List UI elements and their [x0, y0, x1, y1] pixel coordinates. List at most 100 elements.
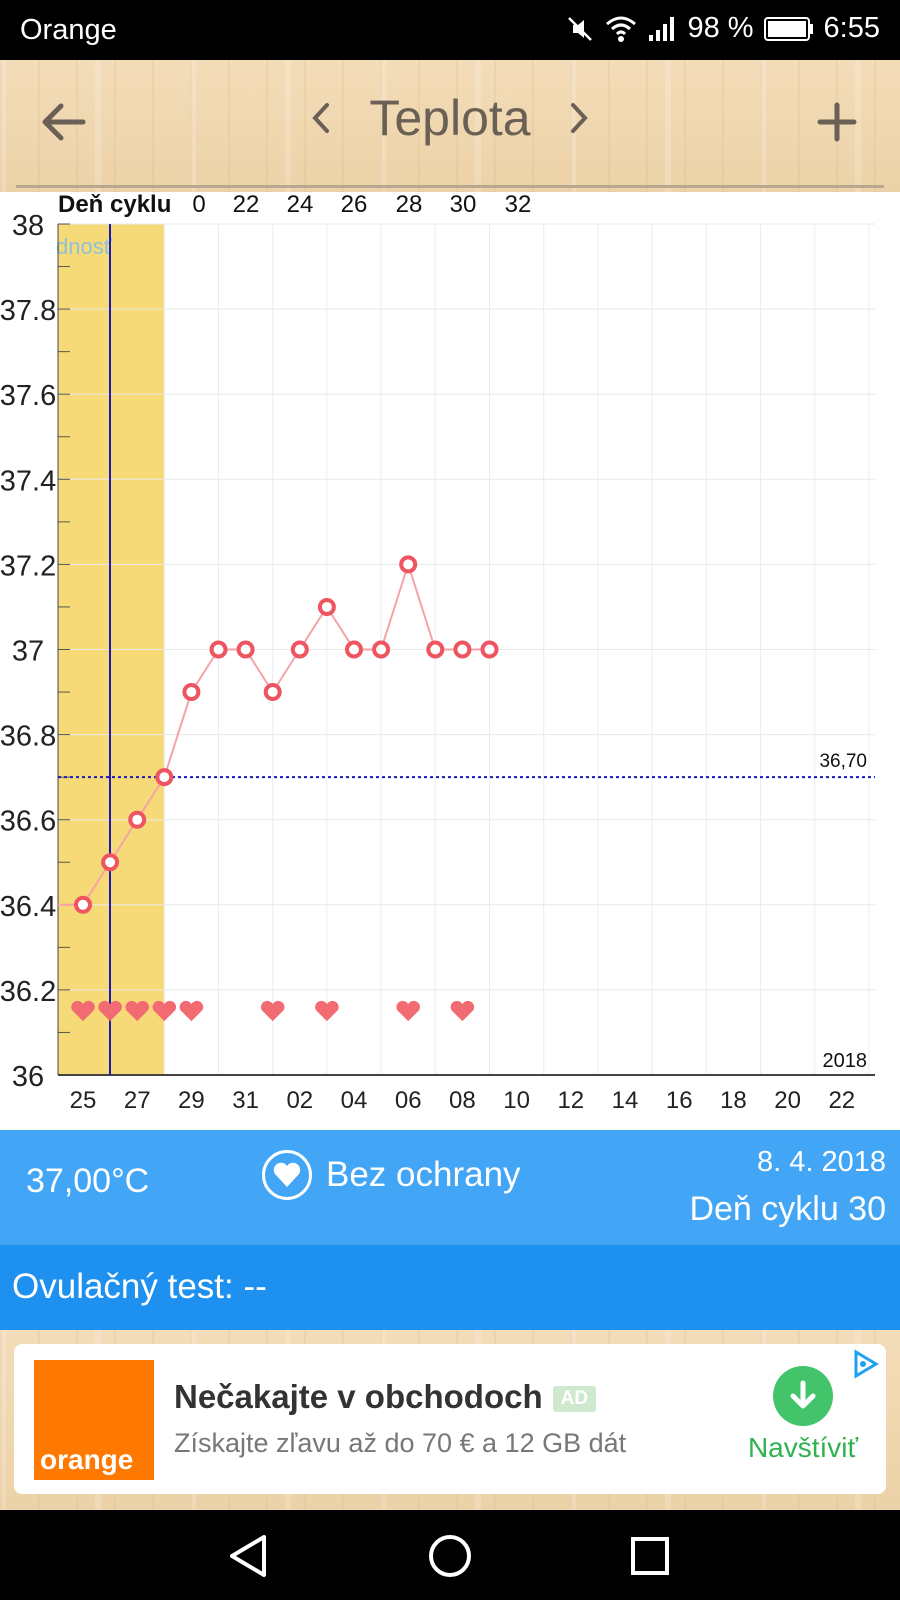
battery-icon: [763, 16, 814, 42]
square-recents-icon: [631, 1537, 669, 1575]
temperature-point: [128, 810, 147, 829]
heart-icon: [262, 1150, 312, 1200]
temperature-point: [372, 640, 391, 659]
ovulation-test-bar[interactable]: Ovulačný test: --: [0, 1245, 900, 1330]
add-entry-button[interactable]: [802, 90, 872, 154]
y-tick-label: 36.4: [0, 891, 56, 923]
fertile-window-label: dnosť: [56, 234, 113, 259]
page-title: Teplota: [369, 90, 531, 146]
previous-chart-button[interactable]: [301, 88, 341, 148]
temperature-line: [82, 561, 490, 906]
ovulation-test-label: Ovulačný test: --: [12, 1267, 267, 1306]
next-chart-button[interactable]: [559, 88, 599, 148]
nav-home-button[interactable]: [420, 1530, 480, 1582]
download-arrow-icon: [773, 1366, 833, 1426]
y-tick-label: 37: [12, 636, 44, 668]
intercourse-heart-icon: [152, 1000, 177, 1022]
ad-container: orange Nečakajte v obchodoch AD Získajte …: [0, 1330, 900, 1510]
nav-recents-button[interactable]: [620, 1530, 680, 1582]
signal-icon: [647, 15, 677, 43]
x-tick-label: 22: [828, 1087, 855, 1114]
system-nav-bar: [0, 1510, 900, 1600]
intercourse-heart-icon: [450, 1000, 475, 1022]
x-tick-label: 08: [449, 1087, 476, 1114]
triangle-back-icon: [230, 1535, 266, 1577]
chevron-right-icon: [570, 103, 588, 133]
x-tick-label: 31: [232, 1087, 259, 1114]
cycle-day-heading: Deň cyklu: [58, 192, 171, 218]
cycle-day-label: 24: [287, 192, 314, 218]
temperature-point: [74, 895, 92, 914]
day-info-bar[interactable]: 37,00°C Bez ochrany 8. 4. 2018 Deň cyklu…: [0, 1130, 900, 1245]
y-tick-label: 38: [12, 210, 44, 242]
temperature-value: 37,00°C: [26, 1162, 150, 1200]
ad-banner[interactable]: orange Nečakajte v obchodoch AD Získajte …: [14, 1344, 886, 1494]
coverline-label: 36,70: [819, 751, 867, 772]
x-tick-label: 25: [70, 1087, 97, 1114]
temperature-point: [317, 597, 336, 616]
x-tick-label: 29: [178, 1087, 205, 1114]
carrier-name: Orange: [20, 14, 117, 46]
y-tick-label: 36.8: [0, 721, 56, 753]
intercourse-heart-icon: [71, 1000, 95, 1022]
app-header: Teplota: [0, 60, 900, 192]
y-tick-label: 37.4: [0, 465, 56, 497]
temperature-point: [263, 683, 282, 702]
x-tick-label: 10: [503, 1087, 530, 1114]
cycle-day: Deň cyklu 30: [689, 1190, 886, 1228]
y-tick-label: 37.6: [0, 380, 56, 412]
x-tick-label: 06: [395, 1087, 422, 1114]
temperature-point: [182, 683, 201, 702]
header-divider: [16, 185, 884, 188]
cycle-day-label: 26: [341, 192, 368, 218]
y-tick-label: 36: [12, 1061, 44, 1093]
circle-home-icon: [429, 1535, 471, 1577]
mute-icon: [565, 14, 595, 44]
wifi-icon: [605, 15, 637, 43]
ad-choices-icon[interactable]: [848, 1348, 882, 1380]
chevron-left-icon: [312, 103, 330, 133]
intercourse-heart-icon: [98, 1000, 122, 1022]
temperature-point: [345, 640, 363, 659]
intercourse-heart-icon: [315, 1000, 339, 1022]
year-label: 2018: [823, 1050, 868, 1072]
x-tick-label: 04: [341, 1087, 368, 1114]
ad-subtitle: Získajte zľavu až do 70 € a 12 GB dát: [174, 1428, 627, 1458]
temperature-point: [399, 555, 418, 574]
ad-visit-button[interactable]: Navštíviť: [738, 1366, 868, 1464]
back-button[interactable]: [28, 90, 98, 154]
y-tick-label: 36.6: [0, 806, 56, 838]
arrow-left-icon: [42, 103, 86, 141]
orange-logo: orange: [34, 1360, 154, 1480]
status-icons: 98 % 6:55: [565, 12, 880, 45]
x-tick-label: 16: [666, 1087, 693, 1114]
cycle-day-label: 30: [450, 192, 477, 218]
clock: 6:55: [823, 12, 880, 44]
x-tick-label: 18: [720, 1087, 747, 1114]
temperature-point: [236, 640, 255, 659]
intercourse-heart-icon: [260, 1000, 285, 1022]
y-tick-label: 37.2: [0, 550, 56, 582]
protection-label: Bez ochrany: [326, 1155, 521, 1194]
ad-title: Nečakajte v obchodoch AD: [174, 1378, 597, 1416]
temperature-point: [480, 640, 499, 659]
x-tick-label: 27: [124, 1087, 151, 1114]
cycle-day-label: 22: [233, 192, 260, 218]
status-bar: Orange 98 % 6:55: [0, 0, 900, 60]
y-tick-label: 37.8: [0, 295, 56, 327]
temperature-point: [101, 853, 120, 872]
temperature-chart[interactable]: dnosť 36 36.2 36.4 36.6 36.8 37 37.2 37.4 37.6 37.…: [0, 192, 900, 1130]
y-tick-label: 36.2: [0, 976, 56, 1008]
intercourse-heart-icon: [125, 1000, 149, 1022]
temperature-point: [453, 640, 472, 659]
intercourse-heart-icon: [396, 1000, 420, 1022]
cycle-day-label: 32: [505, 192, 532, 218]
temperature-point: [209, 640, 228, 659]
ad-cta-label: Navštíviť: [747, 1432, 859, 1463]
ad-badge: AD: [552, 1386, 597, 1413]
x-tick-label: 20: [774, 1087, 801, 1114]
cycle-day-label: 0: [192, 192, 205, 218]
protection-status: Bez ochrany: [262, 1150, 521, 1200]
nav-back-button[interactable]: [218, 1530, 278, 1582]
intercourse-heart-icon: [179, 1000, 204, 1022]
